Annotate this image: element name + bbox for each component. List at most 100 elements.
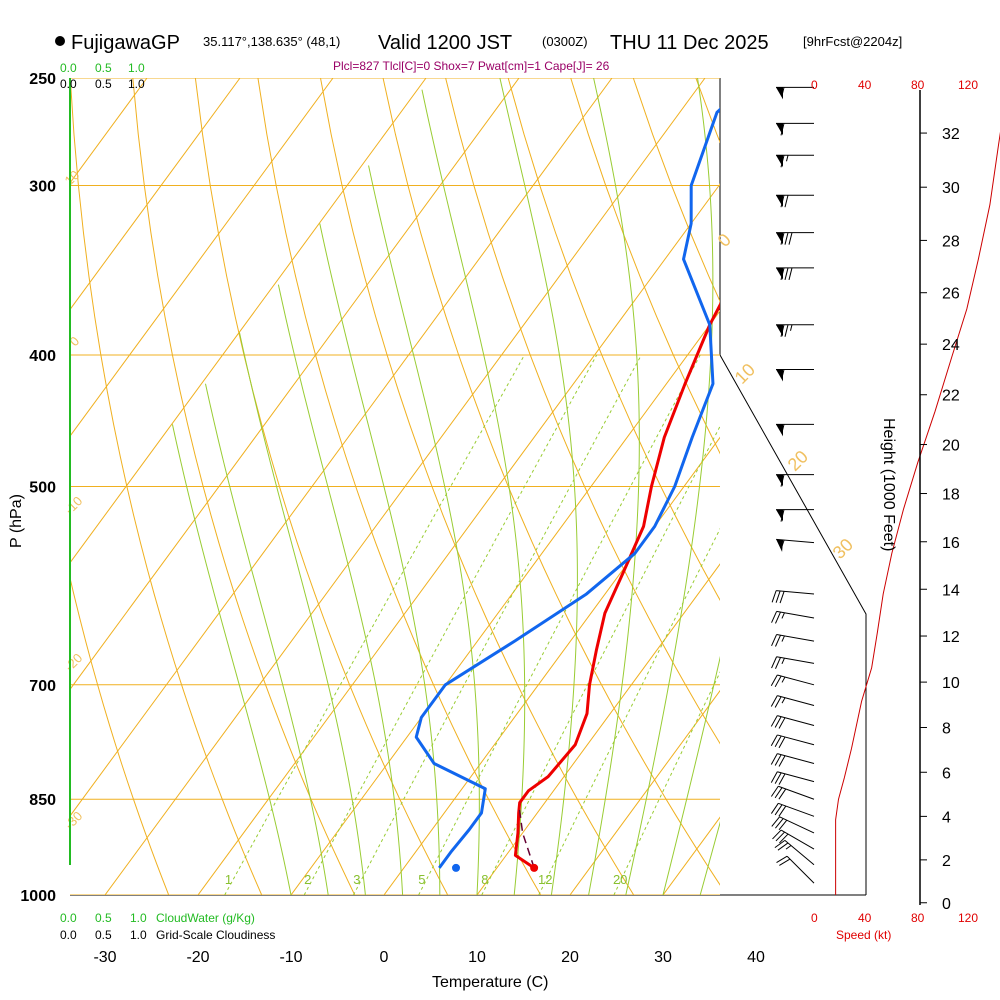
wind-barb-feather xyxy=(780,155,785,168)
speed-label: Speed (kt) xyxy=(836,928,891,942)
dry-adiabat-line xyxy=(445,78,720,745)
wind-barb-staff xyxy=(777,715,815,726)
dry-adiabat-line xyxy=(507,78,720,601)
wind-barb-feather xyxy=(775,611,781,624)
x-tick-label: -10 xyxy=(279,949,302,966)
wind-barb-feather xyxy=(771,634,778,647)
mixing-ratio-label: 2 xyxy=(304,872,311,887)
cw-bottom-tick-1: 0.5 xyxy=(95,911,112,925)
mixing-ratio-label: 20 xyxy=(613,872,627,887)
isotherm-label: 10 xyxy=(731,360,759,388)
wind-barb-staff xyxy=(780,829,815,850)
height-tick-label: 24 xyxy=(942,337,960,354)
height-tick-label: 16 xyxy=(942,535,960,552)
wind-barb-half-feather xyxy=(781,676,786,683)
moist-adiabat-line xyxy=(277,284,404,895)
valid-zulu: (0300Z) xyxy=(542,34,588,49)
wind-barb-pennant xyxy=(776,369,783,382)
y-axis-label: P (hPa) xyxy=(8,494,25,548)
wind-barb-feather xyxy=(776,855,788,864)
wind-barb-feather xyxy=(780,267,785,280)
moist-adiabat-line xyxy=(737,78,970,895)
height-tick-label: 2 xyxy=(942,853,951,870)
cw-top-tick-2: 1.0 xyxy=(128,61,145,75)
speed-bottom-tick-2: 80 xyxy=(911,911,925,925)
height-tick-label: 4 xyxy=(942,809,951,826)
speed-profile-line xyxy=(835,131,1000,895)
isotherm-line xyxy=(70,78,520,691)
speed-top-tick-3: 120 xyxy=(958,78,978,92)
wind-barb-feather xyxy=(771,816,780,827)
speed-top-tick-1: 40 xyxy=(858,78,872,92)
isotherm-line xyxy=(70,78,427,564)
height-tick-label: 22 xyxy=(942,388,960,405)
dry-adiabat-line xyxy=(320,78,635,895)
isotherm-line xyxy=(70,78,613,817)
mixing-ratio-line xyxy=(538,527,720,895)
parcel-path xyxy=(518,806,535,869)
wind-barb-half-feather xyxy=(782,369,785,376)
wind-barb-staff xyxy=(777,753,815,764)
x-tick-label: 10 xyxy=(468,949,486,966)
surface-dewpoint-point xyxy=(452,863,461,872)
isotherm-line xyxy=(756,78,1000,895)
dry-adiabat-line xyxy=(257,78,542,895)
wind-barb-half-feather xyxy=(782,424,785,431)
speed-bottom-tick-0: 0 xyxy=(811,911,818,925)
moist-adiabat-line xyxy=(171,424,292,895)
wind-barb-staff xyxy=(786,855,815,884)
p-tick-label: 700 xyxy=(29,678,56,695)
wind-barb-staff xyxy=(779,816,815,834)
wind-barb-feather xyxy=(778,819,788,831)
wind-barb-staff xyxy=(776,590,815,595)
wind-barb-feather xyxy=(774,772,782,784)
surface-temperature-point xyxy=(530,863,539,872)
wind-barb-feather xyxy=(784,324,789,337)
moist-adiabat-line xyxy=(205,383,329,895)
wind-barb-staff xyxy=(777,734,815,746)
isotherm-label: 20 xyxy=(784,447,812,475)
height-tick-label: 32 xyxy=(942,126,960,143)
height-tick-label: 18 xyxy=(942,487,960,504)
dry-adiabat-line xyxy=(570,78,720,455)
wind-barb-feather xyxy=(778,788,787,800)
wind-barb-staff xyxy=(778,785,815,800)
wind-barb-feather xyxy=(775,657,781,669)
height-tick-label: 6 xyxy=(942,765,951,782)
wind-barb-feather xyxy=(772,829,782,840)
x-axis-label: Temperature (C) xyxy=(432,974,548,991)
wind-barb-feather xyxy=(774,735,782,748)
mixing-ratio-line xyxy=(481,425,720,895)
wind-barb-staff xyxy=(776,538,815,544)
cl-bottom-tick-2: 1.0 xyxy=(130,928,147,942)
dewpoint-profile xyxy=(414,107,720,869)
height-tick-label: 12 xyxy=(942,629,960,646)
speed-bottom-tick-3: 120 xyxy=(958,911,978,925)
wind-barb-feather xyxy=(788,232,793,245)
wind-barb-feather xyxy=(778,717,786,729)
wind-barb-feather xyxy=(784,232,789,245)
height-tick-label: 30 xyxy=(942,180,960,197)
moist-adiabat-line xyxy=(421,89,526,895)
wind-barb-feather xyxy=(774,804,783,816)
wind-barb-feather xyxy=(774,839,786,849)
cw-top-tick-0: 0.0 xyxy=(60,61,77,75)
wind-barb-feather xyxy=(770,734,778,747)
wind-barb-half-feather xyxy=(781,612,785,619)
moist-adiabat-line xyxy=(699,821,720,895)
wind-barb-feather xyxy=(771,611,778,623)
wind-barb-half-feather xyxy=(781,697,786,704)
mixing-ratio-line xyxy=(303,354,598,895)
wind-barb-feather xyxy=(775,831,785,842)
isotherm-line xyxy=(104,78,706,895)
dry-adiabat-line xyxy=(70,575,170,895)
x-tick-label: 40 xyxy=(747,949,765,966)
height-tick-label: 0 xyxy=(942,896,951,913)
wind-barb-feather xyxy=(784,267,789,280)
isotherm-label: 0 xyxy=(714,230,735,251)
isotherm-label: 30 xyxy=(829,535,857,563)
moist-adiabats xyxy=(171,78,970,895)
wind-barb-pennant xyxy=(776,424,783,437)
wind-barb-feather xyxy=(780,474,785,487)
